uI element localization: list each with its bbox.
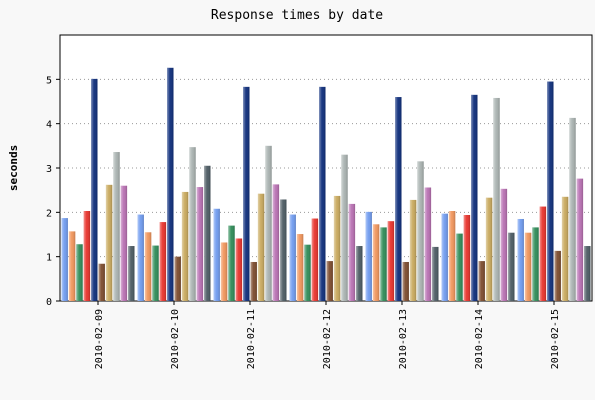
bar-highlight	[402, 261, 409, 301]
bar-highlight	[265, 145, 272, 301]
bar-highlight	[348, 203, 356, 301]
bar-highlight	[409, 199, 417, 301]
bar-highlight	[296, 234, 304, 301]
bar-highlight	[113, 152, 120, 301]
bar-highlight	[478, 261, 485, 301]
bar-highlight	[128, 246, 135, 301]
x-tick-label: 2010-02-09	[94, 309, 105, 369]
bar-highlight	[189, 147, 196, 301]
bar-highlight	[448, 211, 456, 301]
bar-highlight	[61, 218, 68, 301]
bar-highlight	[137, 214, 144, 301]
y-tick-label: 1	[46, 253, 52, 264]
bar-highlight	[456, 233, 463, 301]
bar-highlight	[554, 250, 561, 301]
bar-highlight	[105, 184, 113, 301]
bar-highlight	[76, 244, 83, 301]
x-tick-label: 2010-02-15	[550, 309, 561, 369]
x-tick-label: 2010-02-10	[170, 309, 181, 369]
bar-highlight	[319, 86, 326, 302]
y-axis: 0 1 2 3 4 5	[46, 75, 60, 308]
x-tick-label: 2010-02-12	[322, 309, 333, 369]
y-tick-label: 3	[46, 164, 52, 175]
bar-highlight	[365, 211, 372, 301]
bar-highlight	[68, 231, 76, 301]
y-tick-label: 0	[46, 297, 52, 308]
bar-highlight	[380, 227, 387, 301]
bar-highlight	[333, 195, 341, 301]
bar-highlight	[493, 97, 500, 301]
bar-highlight	[524, 232, 532, 301]
bar-highlight	[243, 86, 250, 302]
bar-highlight	[387, 221, 395, 301]
bar-highlight	[235, 238, 243, 301]
y-axis-label: seconds	[7, 145, 20, 191]
bar-highlight	[576, 178, 584, 301]
bar-highlight	[326, 261, 333, 301]
bar-highlight	[167, 67, 174, 301]
bar-highlight	[508, 232, 515, 301]
bar-highlight	[280, 199, 287, 301]
bar-highlight	[539, 206, 547, 301]
bar-highlight	[220, 242, 228, 301]
bar-highlight	[120, 185, 128, 301]
bar-highlight	[250, 261, 257, 301]
bar-highlight	[83, 211, 91, 301]
bar-highlight	[204, 165, 211, 301]
bar-highlight	[441, 213, 448, 301]
bar-highlight	[417, 161, 424, 301]
chart-title: Response times by date	[211, 8, 383, 23]
bar-highlight	[98, 263, 105, 301]
bar-highlight	[174, 256, 181, 301]
bar-highlight	[91, 78, 98, 301]
bar-highlight	[372, 224, 380, 301]
bar-highlight	[471, 94, 478, 301]
bar-highlight	[257, 193, 265, 301]
bar-highlight	[547, 81, 554, 301]
bar-highlight	[569, 117, 576, 301]
y-tick-label: 5	[46, 75, 52, 86]
bar-highlight	[272, 184, 280, 301]
bar-highlight	[289, 214, 296, 301]
bar-highlight	[196, 187, 204, 301]
bar-highlight	[424, 187, 432, 301]
bar-highlight	[517, 218, 524, 301]
bar-highlight	[228, 225, 235, 301]
y-tick-label: 4	[46, 120, 52, 131]
bar-highlight	[432, 246, 439, 301]
y-tick-label: 2	[46, 208, 52, 219]
bar-highlight	[311, 218, 319, 301]
bar-highlight	[159, 222, 167, 301]
bar-highlight	[181, 191, 189, 301]
x-axis: 2010-02-09 2010-02-10 2010-02-11 2010-02-12…	[94, 301, 561, 369]
x-tick-label: 2010-02-14	[474, 309, 485, 369]
bar-highlight	[584, 246, 591, 301]
bar-highlight	[304, 244, 311, 301]
bar-highlight	[500, 188, 508, 301]
bar-highlight	[144, 232, 152, 301]
bar-highlight	[561, 196, 569, 301]
bar-highlight	[463, 214, 471, 301]
bar-highlight	[152, 245, 159, 301]
bar-highlight	[341, 154, 348, 301]
bar-highlight	[213, 208, 220, 301]
bar-highlight	[395, 97, 402, 301]
x-tick-label: 2010-02-11	[246, 309, 257, 369]
bars	[61, 67, 591, 302]
x-tick-label: 2010-02-13	[398, 309, 409, 369]
bar-highlight	[532, 227, 539, 301]
bar-highlight	[485, 197, 493, 301]
bar-highlight	[356, 246, 363, 301]
